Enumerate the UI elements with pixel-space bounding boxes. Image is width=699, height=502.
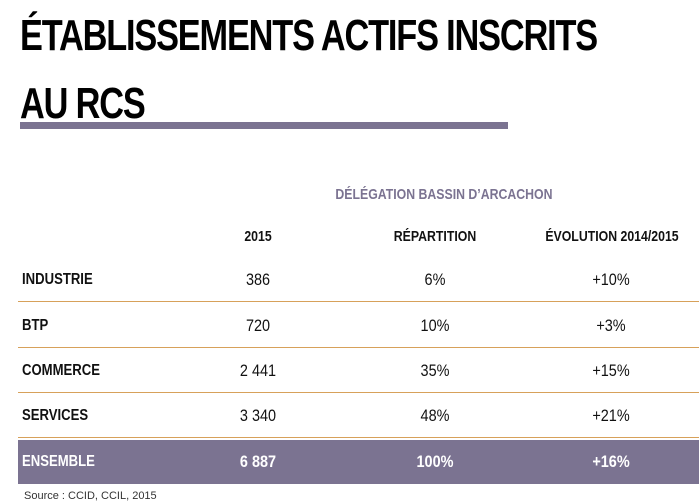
total-2015: 6 887 — [239, 452, 277, 471]
row-divider — [18, 392, 699, 393]
table-row: SERVICES 3 340 48% +21% — [18, 394, 699, 438]
cell-repartition: 35% — [420, 361, 450, 380]
total-repartition: 100% — [416, 452, 454, 471]
column-group-header: DÉLÉGATION BASSIN D’ARCACHON — [335, 186, 553, 203]
title-line-2: AU RCS — [20, 79, 146, 128]
title-line-1: ÉTABLISSEMENTS ACTIFS INSCRITS — [20, 11, 598, 60]
row-label: COMMERCE — [22, 362, 100, 379]
cell-evolution: +10% — [592, 270, 630, 289]
cell-evolution: +15% — [592, 361, 630, 380]
header-evolution: ÉVOLUTION 2014/2015 — [545, 228, 679, 245]
cell-2015: 2 441 — [239, 361, 277, 380]
table-row: INDUSTRIE 386 6% +10% — [18, 258, 699, 302]
source-note: Source : CCID, CCIL, 2015 — [24, 490, 157, 502]
total-evolution: +16% — [592, 452, 630, 471]
header-repartition: RÉPARTITION — [393, 228, 477, 245]
cell-repartition: 48% — [420, 406, 450, 425]
table-row: BTP 720 10% +3% — [18, 304, 699, 348]
page-title: ÉTABLISSEMENTS ACTIFS INSCRITS AU RCS — [20, 2, 598, 138]
row-label: INDUSTRIE — [22, 271, 93, 288]
cell-2015: 386 — [245, 270, 271, 289]
table-total-row: ENSEMBLE 6 887 100% +16% — [18, 440, 699, 484]
row-divider — [18, 301, 699, 302]
row-divider — [18, 347, 699, 348]
cell-evolution: +21% — [592, 406, 630, 425]
title-underline — [20, 122, 508, 129]
row-label: BTP — [22, 317, 49, 334]
header-2015: 2015 — [244, 228, 272, 245]
row-divider — [18, 437, 699, 438]
cell-repartition: 10% — [420, 316, 450, 335]
cell-evolution: +3% — [596, 316, 626, 335]
cell-2015: 720 — [245, 316, 271, 335]
cell-repartition: 6% — [424, 270, 446, 289]
total-label: ENSEMBLE — [22, 453, 95, 470]
table-row: COMMERCE 2 441 35% +15% — [18, 349, 699, 393]
row-label: SERVICES — [22, 407, 89, 424]
cell-2015: 3 340 — [239, 406, 277, 425]
